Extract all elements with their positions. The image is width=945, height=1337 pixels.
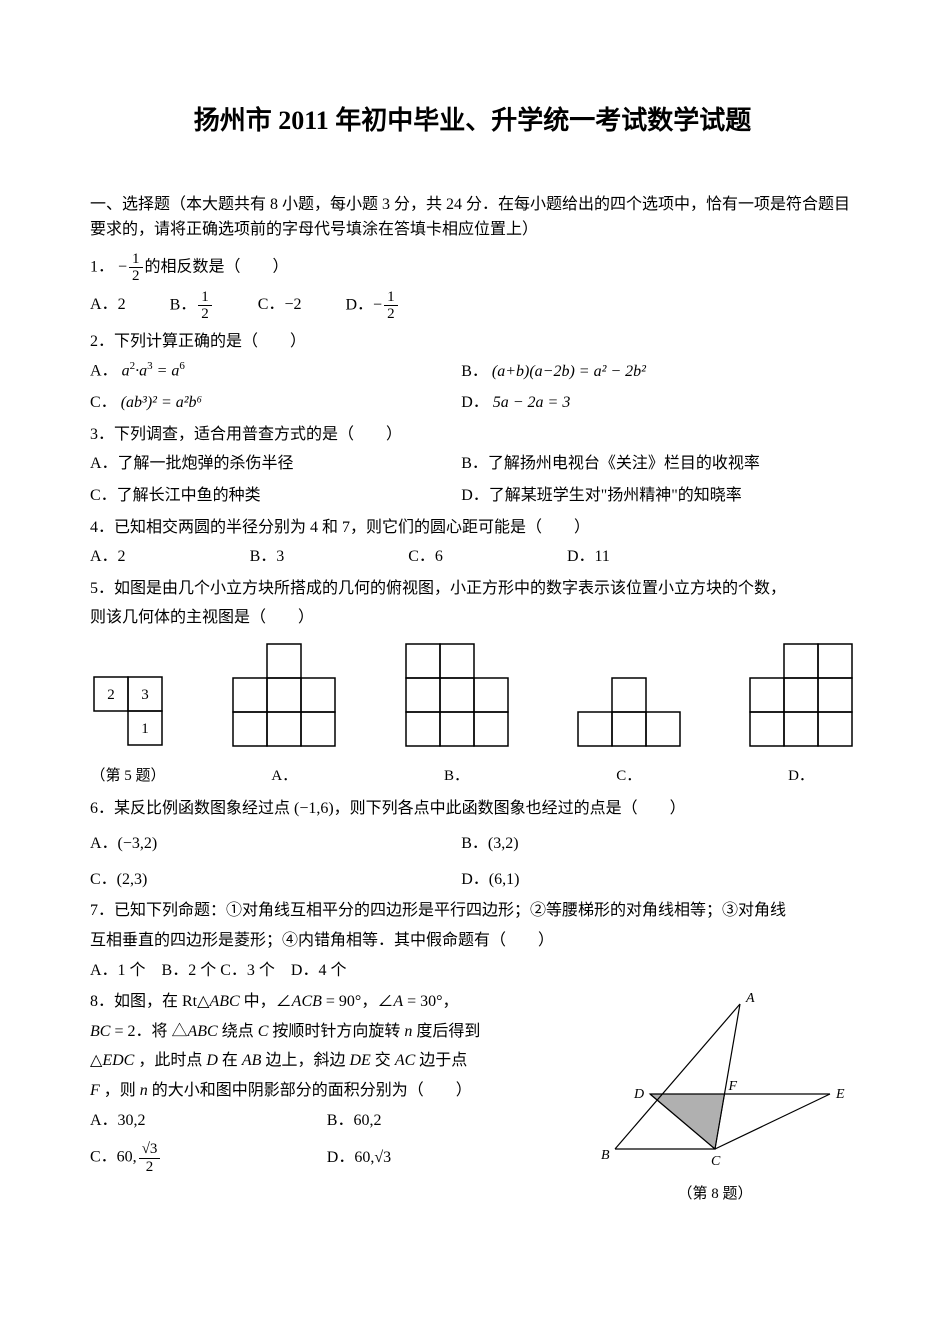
svg-text:B: B <box>601 1148 610 1163</box>
svg-text:C: C <box>711 1154 721 1169</box>
svg-text:A: A <box>745 991 755 1006</box>
q5-opt-b: B． <box>403 641 511 788</box>
q5-text2: 则该几何体的主视图是（ ） <box>90 605 855 631</box>
q3-opt-d: D．了解某班学生对"扬州精神"的知晓率 <box>461 483 828 509</box>
question-4: 4．已知相交两圆的半径分别为 4 和 7，则它们的圆心距可能是（ ） A．2 B… <box>90 515 855 570</box>
q8-opt-c: C．60,√32 <box>90 1141 323 1175</box>
svg-text:1: 1 <box>141 721 149 737</box>
question-2: 2．下列计算正确的是（ ） A． a2·a3 = a6 B． (a+b)(a−2… <box>90 329 855 416</box>
question-3: 3．下列调查，适合用普查方式的是（ ） A．了解一批炮弹的杀伤半径 B．了解扬州… <box>90 422 855 509</box>
q7-text1: 7．已知下列命题：①对角线互相平分的四边形是平行四边形；②等腰梯形的对角线相等；… <box>90 898 855 924</box>
q2-opt-b: B． (a+b)(a−2b) = a² − 2b² <box>461 359 828 385</box>
q2-opt-a: A． a2·a3 = a6 <box>90 358 457 384</box>
q6-opt-d: D．(6,1) <box>461 867 828 893</box>
q5-opt-c: C． <box>575 675 683 788</box>
q8-opt-a: A．30,2 <box>90 1108 323 1134</box>
q3-opt-a: A．了解一批炮弹的杀伤半径 <box>90 451 457 477</box>
q3-opt-c: C．了解长江中鱼的种类 <box>90 483 457 509</box>
svg-text:D: D <box>633 1087 644 1102</box>
q4-opt-b: B．3 <box>250 544 285 570</box>
q3-text: 3．下列调查，适合用普查方式的是（ ） <box>90 422 855 448</box>
q4-opt-d: D．11 <box>567 544 610 570</box>
q6-opt-c: C．(2,3) <box>90 867 457 893</box>
question-1: 1． −12的相反数是（ ） A．2 B．12 C．−2 D．−12 <box>90 251 855 323</box>
q8-figure: A B C D E F <box>585 989 845 1169</box>
question-5: 5．如图是由几个小立方块所搭成的几何的俯视图，小正方形中的数字表示该位置小立方块… <box>90 576 855 788</box>
q5-topview: 2 3 1 （第 5 题） <box>90 673 166 788</box>
q8-caption: （第 8 题） <box>575 1182 855 1206</box>
q1-opt-b: B．12 <box>170 289 214 323</box>
svg-text:3: 3 <box>141 687 149 703</box>
q2-opt-d: D． 5a − 2a = 3 <box>461 390 828 416</box>
q5-opt-a: A． <box>230 641 338 788</box>
question-8: 8．如图，在 Rt△ABC 中，∠ACB = 90°，∠A = 30°， BC … <box>90 989 855 1206</box>
svg-text:E: E <box>835 1087 845 1102</box>
q2-opt-c: C． (ab³)² = a²b⁶ <box>90 390 457 416</box>
q6-opt-a: A．(−3,2) <box>90 831 457 857</box>
question-6: 6．某反比例函数图象经过点 (−1,6)，则下列各点中此函数图象也经过的点是（ … <box>90 796 855 893</box>
q5-diagrams: 2 3 1 （第 5 题） A． B． C． D． <box>90 641 855 788</box>
q1-num: 1． <box>90 258 114 275</box>
q4-opt-c: C．6 <box>408 544 443 570</box>
exam-title: 扬州市 2011 年初中毕业、升学统一考试数学试题 <box>90 100 855 142</box>
q8-opt-b: B．60,2 <box>327 1108 560 1134</box>
section-1-header: 一、选择题（本大题共有 8 小题，每小题 3 分，共 24 分．在每小题给出的四… <box>90 192 855 243</box>
svg-text:F: F <box>728 1079 738 1094</box>
q6-text: 6．某反比例函数图象经过点 (−1,6)，则下列各点中此函数图象也经过的点是（ … <box>90 796 855 822</box>
q3-opt-b: B．了解扬州电视台《关注》栏目的收视率 <box>461 451 828 477</box>
q4-opt-a: A．2 <box>90 544 126 570</box>
q1-after: 的相反数是（ ） <box>145 258 289 275</box>
q5-opt-d: D． <box>747 641 855 788</box>
q1-frac: 12 <box>129 251 143 285</box>
q6-opt-b: B．(3,2) <box>461 831 828 857</box>
q2-text: 2．下列计算正确的是（ ） <box>90 329 855 355</box>
q1-opt-c: C．−2 <box>258 292 302 318</box>
question-7: 7．已知下列命题：①对角线互相平分的四边形是平行四边形；②等腰梯形的对角线相等；… <box>90 898 855 983</box>
q5-caption: （第 5 题） <box>90 764 166 788</box>
q1-opt-d: D．−12 <box>345 289 399 323</box>
q1-opt-a: A．2 <box>90 292 126 318</box>
q7-opts: A．1 个 B．2 个 C．3 个 D．4 个 <box>90 958 855 984</box>
q5-text1: 5．如图是由几个小立方块所搭成的几何的俯视图，小正方形中的数字表示该位置小立方块… <box>90 576 855 602</box>
svg-text:2: 2 <box>107 687 115 703</box>
q1-neg: − <box>118 258 127 275</box>
q7-text2: 互相垂直的四边形是菱形；④内错角相等．其中假命题有（ ） <box>90 928 855 954</box>
q8-opt-d: D．60,√3 <box>327 1145 560 1171</box>
q4-text: 4．已知相交两圆的半径分别为 4 和 7，则它们的圆心距可能是（ ） <box>90 515 855 541</box>
